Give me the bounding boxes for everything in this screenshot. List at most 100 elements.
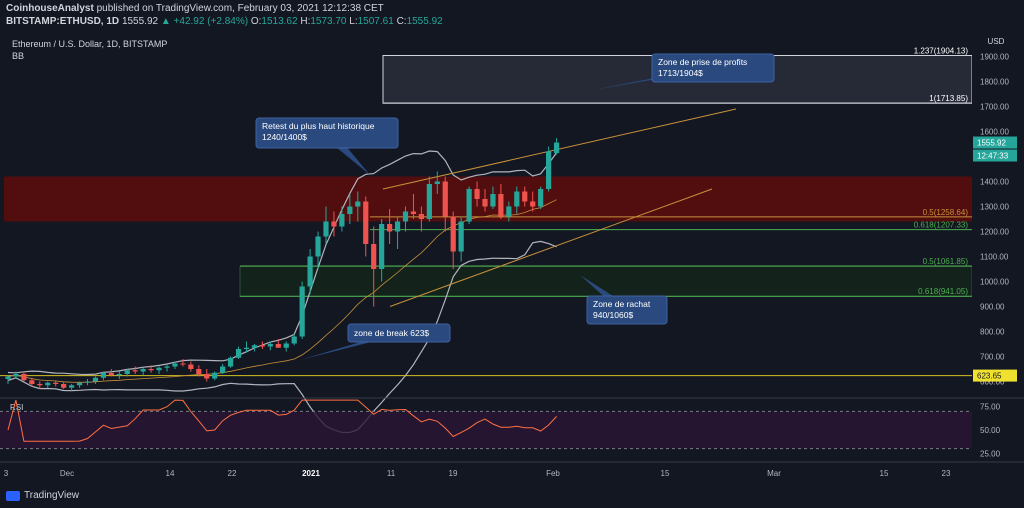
candle-body[interactable] xyxy=(92,377,99,382)
tradingview-logo[interactable]: TradingView xyxy=(6,490,79,501)
candle-body[interactable] xyxy=(100,372,106,378)
candle-body[interactable] xyxy=(387,224,393,232)
x-tick-label: 11 xyxy=(387,469,396,478)
candle-body[interactable] xyxy=(522,191,528,202)
candle-body[interactable] xyxy=(124,370,130,374)
candle-body[interactable] xyxy=(490,194,496,207)
candle-body[interactable] xyxy=(29,380,35,384)
candle-body[interactable] xyxy=(13,374,19,377)
break-level-tag xyxy=(973,369,1017,382)
candle-body[interactable] xyxy=(506,206,512,217)
x-tick-label: 23 xyxy=(942,469,951,478)
candle-body[interactable] xyxy=(84,381,91,383)
candle-body[interactable] xyxy=(434,181,440,185)
rsi-tick-label: 50.00 xyxy=(980,426,1001,435)
candle-body[interactable] xyxy=(402,211,409,222)
candle-body[interactable] xyxy=(307,256,313,287)
candle-body[interactable] xyxy=(61,384,67,388)
candle-body[interactable] xyxy=(251,345,258,348)
candle-body[interactable] xyxy=(37,384,43,386)
candle-body[interactable] xyxy=(458,221,464,252)
candle-body[interactable] xyxy=(291,336,297,344)
rsi-tick-label: 25.00 xyxy=(980,449,1001,458)
candle-body[interactable] xyxy=(410,211,417,215)
chart-area[interactable]: 1.237(1904.13) 1(1713.85) 0.5(1258.64) 0.61… xyxy=(0,30,1024,486)
y-tick-label: 1200.00 xyxy=(980,228,1009,237)
low-label: L: xyxy=(349,16,358,27)
ohlc-line: BITSTAMP:ETHUSD, 1D 1555.92 ▲ +42.92 (+2… xyxy=(6,16,443,27)
candle-body[interactable] xyxy=(228,357,234,367)
fib-label: 0.618(1207.33) xyxy=(914,221,969,230)
candle-body[interactable] xyxy=(283,343,289,348)
candle-body[interactable] xyxy=(482,199,488,207)
callout-box[interactable] xyxy=(651,53,775,83)
candle-body[interactable] xyxy=(5,376,11,380)
candle-body[interactable] xyxy=(45,382,51,386)
candle-body[interactable] xyxy=(196,369,202,374)
candle-body[interactable] xyxy=(172,363,178,367)
candle-body[interactable] xyxy=(180,363,186,365)
candle-body[interactable] xyxy=(466,189,472,222)
candle-body[interactable] xyxy=(220,366,226,373)
candle-body[interactable] xyxy=(156,367,162,371)
candle-body[interactable] xyxy=(315,236,321,257)
callout-box[interactable] xyxy=(255,117,399,149)
candle-body[interactable] xyxy=(331,221,337,227)
candle-body[interactable] xyxy=(339,214,345,227)
author-name[interactable]: CoinhouseAnalyst xyxy=(6,3,94,14)
candle-body[interactable] xyxy=(140,369,146,372)
candle-body[interactable] xyxy=(76,382,83,386)
candle-body[interactable] xyxy=(132,370,138,372)
candle-body[interactable] xyxy=(371,244,377,269)
candle-body[interactable] xyxy=(164,366,170,368)
candle-body[interactable] xyxy=(474,189,480,199)
candle-body[interactable] xyxy=(108,372,114,376)
candle-body[interactable] xyxy=(514,191,520,207)
price-chart[interactable]: 1.237(1904.13) 1(1713.85) 0.5(1258.64) 0.61… xyxy=(0,30,1024,486)
candle-body[interactable] xyxy=(553,142,560,154)
candle-body[interactable] xyxy=(418,214,424,219)
candle-body[interactable] xyxy=(426,184,432,219)
candle-body[interactable] xyxy=(299,286,305,337)
candle-body[interactable] xyxy=(212,372,218,379)
callout-box[interactable] xyxy=(586,295,668,325)
price-axis[interactable] xyxy=(972,30,1024,486)
legend-indicator[interactable]: BB xyxy=(12,51,25,61)
publish-line: CoinhouseAnalyst published on TradingVie… xyxy=(6,3,384,14)
candle-body[interactable] xyxy=(355,201,361,207)
candle-body[interactable] xyxy=(363,201,369,245)
header-price: 1555.92 xyxy=(121,16,159,27)
candle-body[interactable] xyxy=(53,382,59,384)
candle-body[interactable] xyxy=(379,224,385,269)
candle-body[interactable] xyxy=(267,344,273,347)
candle-body[interactable] xyxy=(69,385,75,388)
candle-body[interactable] xyxy=(243,347,250,349)
candle-body[interactable] xyxy=(442,181,448,217)
candle-body[interactable] xyxy=(323,221,329,237)
candle-body[interactable] xyxy=(188,364,194,370)
callout-line2: 1713/1904$ xyxy=(658,68,703,78)
candle-body[interactable] xyxy=(546,151,552,190)
candle-body[interactable] xyxy=(204,374,210,379)
ath-retest-zone xyxy=(4,176,972,222)
candle-body[interactable] xyxy=(530,201,536,207)
candle-body[interactable] xyxy=(394,221,401,232)
fib-label: 0.618(941.05) xyxy=(918,287,968,296)
y-tick-label: 1000.00 xyxy=(980,278,1009,287)
y-tick-label: 1900.00 xyxy=(980,53,1009,62)
candle-body[interactable] xyxy=(538,189,544,207)
candle-body[interactable] xyxy=(347,206,353,215)
y-tick-label: 800.00 xyxy=(980,328,1005,337)
candle-body[interactable] xyxy=(498,194,504,217)
bb-basis xyxy=(7,199,557,383)
callout-box[interactable] xyxy=(347,323,451,343)
candle-body[interactable] xyxy=(450,216,456,252)
candle-body[interactable] xyxy=(21,374,27,381)
candle-body[interactable] xyxy=(259,345,265,347)
candle-body[interactable] xyxy=(275,344,281,348)
candle-body[interactable] xyxy=(116,374,122,376)
callout-line1: zone de break 623$ xyxy=(354,328,429,338)
candle-body[interactable] xyxy=(235,349,242,358)
candle-body[interactable] xyxy=(148,369,154,371)
bb-lower-band xyxy=(7,240,557,434)
